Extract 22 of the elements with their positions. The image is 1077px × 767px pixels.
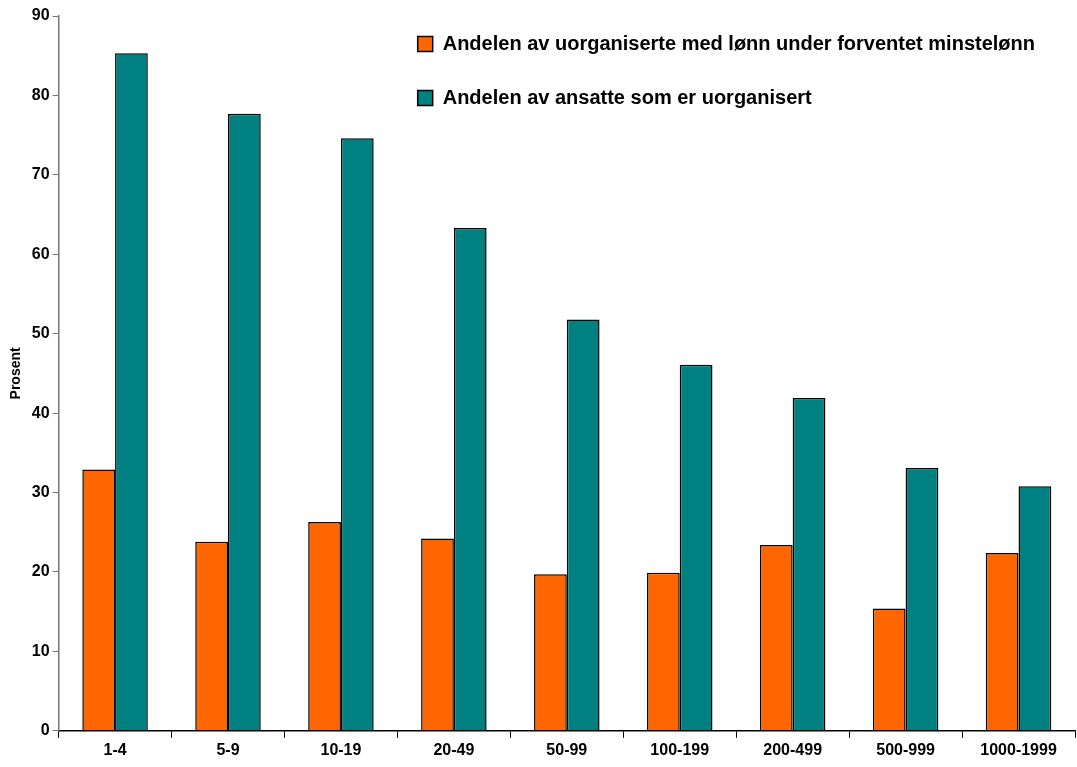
x-tick-label: 500-999	[876, 740, 936, 758]
x-tick-label: 5-9	[216, 740, 240, 758]
y-tick-label: 0	[40, 721, 50, 739]
x-tick-label: 20-49	[433, 740, 475, 758]
x-tick-label: 200-499	[763, 740, 823, 758]
y-tick-label: 70	[31, 165, 50, 183]
x-tick-label: 1-4	[103, 740, 127, 758]
y-tick-label: 10	[31, 641, 50, 659]
y-tick-label: 30	[31, 482, 50, 500]
legend-label: Andelen av uorganiserte med lønn under forventet minstelønn	[442, 31, 1036, 54]
x-tick-label: 1000-1999	[980, 740, 1057, 758]
y-tick-label: 20	[31, 562, 50, 580]
x-tick-label: 10-19	[320, 740, 362, 758]
x-tick-label: 100-199	[650, 740, 710, 758]
legend-label: Andelen av ansatte som er uorganisert	[442, 85, 813, 108]
y-tick-label: 80	[31, 85, 50, 103]
x-tick-label: 50-99	[546, 740, 588, 758]
y-tick-label: 40	[31, 403, 50, 421]
y-tick-label: 60	[31, 244, 50, 262]
y-axis-title: Prosent	[7, 347, 24, 400]
y-tick-label: 50	[31, 324, 50, 342]
y-tick-label: 90	[31, 6, 50, 24]
